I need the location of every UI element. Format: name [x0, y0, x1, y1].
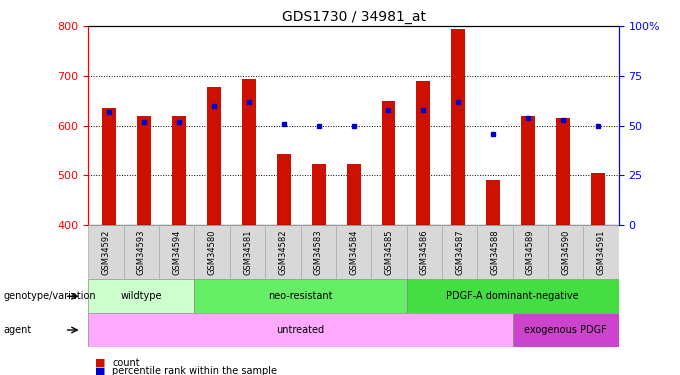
Text: GSM34588: GSM34588: [490, 230, 500, 275]
Text: PDGF-A dominant-negative: PDGF-A dominant-negative: [446, 291, 579, 301]
Bar: [242, 80, 256, 225]
Bar: [194, 225, 230, 279]
Bar: [556, 118, 570, 225]
Bar: [407, 279, 619, 313]
Text: percentile rank within the sample: percentile rank within the sample: [112, 366, 277, 375]
Text: GSM34580: GSM34580: [207, 230, 217, 275]
Text: untreated: untreated: [277, 325, 324, 335]
Bar: [172, 116, 186, 225]
Text: GSM34589: GSM34589: [526, 230, 535, 275]
Bar: [513, 313, 619, 347]
Bar: [416, 81, 430, 225]
Text: GSM34581: GSM34581: [243, 230, 252, 275]
Text: agent: agent: [3, 325, 32, 335]
Text: neo-resistant: neo-resistant: [269, 291, 333, 301]
Text: GSM34591: GSM34591: [596, 230, 606, 275]
Bar: [230, 225, 265, 279]
Text: GSM34587: GSM34587: [455, 230, 464, 275]
Bar: [124, 225, 159, 279]
Bar: [207, 87, 221, 225]
Text: exogenous PDGF: exogenous PDGF: [524, 325, 607, 335]
Bar: [277, 154, 291, 225]
Text: genotype/variation: genotype/variation: [3, 291, 96, 301]
Text: GSM34582: GSM34582: [278, 230, 288, 275]
Bar: [103, 108, 116, 225]
Text: count: count: [112, 358, 140, 368]
Bar: [442, 225, 477, 279]
Bar: [407, 225, 442, 279]
Text: GSM34592: GSM34592: [101, 230, 111, 275]
Bar: [583, 225, 619, 279]
Bar: [88, 279, 194, 313]
Bar: [486, 180, 500, 225]
Bar: [521, 116, 535, 225]
Text: GSM34594: GSM34594: [172, 230, 182, 275]
Bar: [452, 29, 465, 225]
Bar: [336, 225, 371, 279]
Text: GSM34584: GSM34584: [349, 230, 358, 275]
Bar: [477, 225, 513, 279]
Bar: [159, 225, 194, 279]
Text: wildtype: wildtype: [120, 291, 163, 301]
Bar: [265, 225, 301, 279]
Bar: [347, 164, 360, 225]
Bar: [301, 225, 336, 279]
Text: GSM34583: GSM34583: [313, 230, 323, 275]
Bar: [88, 313, 513, 347]
Bar: [311, 164, 326, 225]
Text: GSM34585: GSM34585: [384, 230, 394, 275]
Title: GDS1730 / 34981_at: GDS1730 / 34981_at: [282, 10, 426, 24]
Bar: [591, 173, 605, 225]
Text: ■: ■: [95, 358, 105, 368]
Bar: [513, 225, 548, 279]
Text: GSM34593: GSM34593: [137, 230, 146, 275]
Bar: [88, 225, 124, 279]
Bar: [371, 225, 407, 279]
Text: GSM34590: GSM34590: [561, 230, 571, 275]
Text: GSM34586: GSM34586: [420, 230, 429, 275]
Bar: [137, 116, 151, 225]
Bar: [548, 225, 583, 279]
Text: ■: ■: [95, 366, 105, 375]
Bar: [194, 279, 407, 313]
Bar: [381, 101, 396, 225]
